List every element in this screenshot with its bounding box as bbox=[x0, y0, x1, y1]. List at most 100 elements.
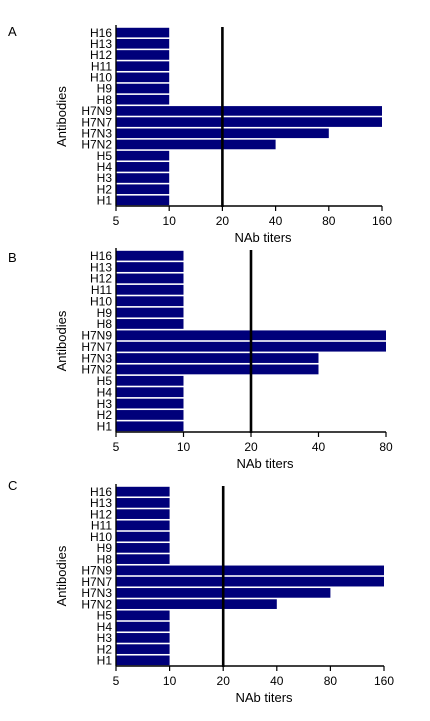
category-label-h10: H10 bbox=[90, 530, 112, 544]
bar-h7n2 bbox=[116, 364, 319, 375]
category-label-h7n9: H7N9 bbox=[81, 104, 112, 118]
x-tick-label: 5 bbox=[113, 674, 120, 688]
bar-h10 bbox=[116, 296, 184, 307]
category-label-h2: H2 bbox=[97, 182, 113, 196]
panel-label-a: A bbox=[8, 24, 17, 39]
category-label-h7n7: H7N7 bbox=[81, 340, 112, 354]
category-label-h13: H13 bbox=[90, 496, 112, 510]
category-label-h3: H3 bbox=[97, 631, 113, 645]
bar-h3 bbox=[116, 173, 170, 183]
category-label-h9: H9 bbox=[97, 306, 113, 320]
category-label-h7n2: H7N2 bbox=[81, 363, 112, 377]
category-label-h7n2: H7N2 bbox=[81, 138, 112, 152]
bar-h7n2 bbox=[116, 139, 276, 150]
x-axis-title: NAb titers bbox=[234, 230, 292, 245]
category-label-h7n3: H7N3 bbox=[81, 351, 112, 365]
bar-h7n3 bbox=[116, 353, 319, 363]
bar-h12 bbox=[116, 50, 170, 60]
bar-h1 bbox=[116, 195, 170, 206]
bar-h4 bbox=[116, 162, 170, 172]
bar-h7n7 bbox=[116, 576, 384, 587]
bar-h9 bbox=[116, 307, 184, 318]
category-label-h9: H9 bbox=[97, 82, 113, 96]
panel-label-c: C bbox=[8, 478, 17, 493]
category-label-h7n9: H7N9 bbox=[81, 329, 112, 343]
x-axis-title: NAb titers bbox=[236, 456, 294, 471]
bar-h1 bbox=[116, 655, 170, 666]
x-tick-label: 160 bbox=[372, 214, 392, 228]
bar-h11 bbox=[116, 61, 170, 71]
category-label-h1: H1 bbox=[97, 654, 113, 668]
bar-h5 bbox=[116, 375, 184, 386]
bar-h12 bbox=[116, 273, 184, 284]
bar-h7n2 bbox=[116, 599, 277, 609]
x-tick-label: 80 bbox=[322, 214, 336, 228]
category-label-h5: H5 bbox=[97, 609, 113, 623]
bar-h1 bbox=[116, 421, 184, 432]
bar-h13 bbox=[116, 262, 184, 272]
bar-h8 bbox=[116, 94, 170, 105]
x-tick-label: 80 bbox=[379, 440, 393, 454]
bar-h13 bbox=[116, 38, 170, 49]
bar-h12 bbox=[116, 509, 170, 519]
bar-h10 bbox=[116, 72, 170, 83]
category-label-h2: H2 bbox=[97, 408, 113, 422]
category-label-h7n9: H7N9 bbox=[81, 564, 112, 578]
category-label-h5: H5 bbox=[97, 149, 113, 163]
x-tick-label: 10 bbox=[163, 674, 177, 688]
bar-h16 bbox=[116, 486, 170, 497]
category-label-h13: H13 bbox=[90, 260, 112, 274]
y-axis-title: Antibodies bbox=[54, 86, 69, 147]
category-label-h7n7: H7N7 bbox=[81, 115, 112, 129]
category-label-h11: H11 bbox=[91, 519, 112, 533]
category-label-h12: H12 bbox=[90, 507, 112, 521]
category-label-h4: H4 bbox=[97, 160, 113, 174]
bar-h8 bbox=[116, 319, 184, 329]
x-tick-label: 40 bbox=[270, 674, 284, 688]
bar-h4 bbox=[116, 387, 184, 398]
category-label-h16: H16 bbox=[90, 26, 112, 40]
bar-h5 bbox=[116, 150, 170, 161]
category-label-h4: H4 bbox=[97, 620, 113, 634]
bar-h2 bbox=[116, 644, 170, 654]
category-label-h7n7: H7N7 bbox=[81, 575, 112, 589]
bar-h7n7 bbox=[116, 117, 382, 127]
y-axis-title: Antibodies bbox=[54, 310, 69, 371]
category-label-h10: H10 bbox=[90, 71, 112, 85]
bar-h9 bbox=[116, 83, 170, 94]
bar-h5 bbox=[116, 610, 170, 621]
category-label-h8: H8 bbox=[97, 317, 113, 331]
x-tick-label: 40 bbox=[269, 214, 283, 228]
bar-h3 bbox=[116, 633, 170, 643]
category-label-h3: H3 bbox=[97, 171, 113, 185]
bar-h3 bbox=[116, 398, 184, 409]
category-label-h7n2: H7N2 bbox=[81, 597, 112, 611]
category-label-h11: H11 bbox=[91, 59, 112, 73]
category-label-h8: H8 bbox=[97, 93, 113, 107]
bar-h16 bbox=[116, 250, 184, 261]
x-axis-title: NAb titers bbox=[235, 690, 293, 705]
category-label-h3: H3 bbox=[97, 397, 113, 411]
category-label-h5: H5 bbox=[97, 374, 113, 388]
category-label-h16: H16 bbox=[90, 249, 112, 263]
panel-label-b: B bbox=[8, 250, 17, 265]
bar-h7n9 bbox=[116, 106, 382, 116]
category-label-h16: H16 bbox=[90, 485, 112, 499]
bar-h2 bbox=[116, 184, 170, 195]
category-label-h4: H4 bbox=[97, 385, 113, 399]
category-label-h1: H1 bbox=[97, 420, 113, 434]
x-tick-label: 10 bbox=[177, 440, 191, 454]
category-label-h9: H9 bbox=[97, 541, 113, 555]
category-label-h7n3: H7N3 bbox=[81, 126, 112, 140]
category-label-h10: H10 bbox=[90, 294, 112, 308]
bar-h9 bbox=[116, 543, 170, 553]
x-tick-label: 80 bbox=[324, 674, 338, 688]
category-label-h12: H12 bbox=[90, 48, 112, 62]
bar-h8 bbox=[116, 554, 170, 564]
bar-h13 bbox=[116, 498, 170, 508]
x-tick-label: 5 bbox=[113, 214, 120, 228]
bar-h4 bbox=[116, 621, 170, 632]
category-label-h1: H1 bbox=[97, 194, 113, 208]
category-label-h12: H12 bbox=[90, 272, 112, 286]
